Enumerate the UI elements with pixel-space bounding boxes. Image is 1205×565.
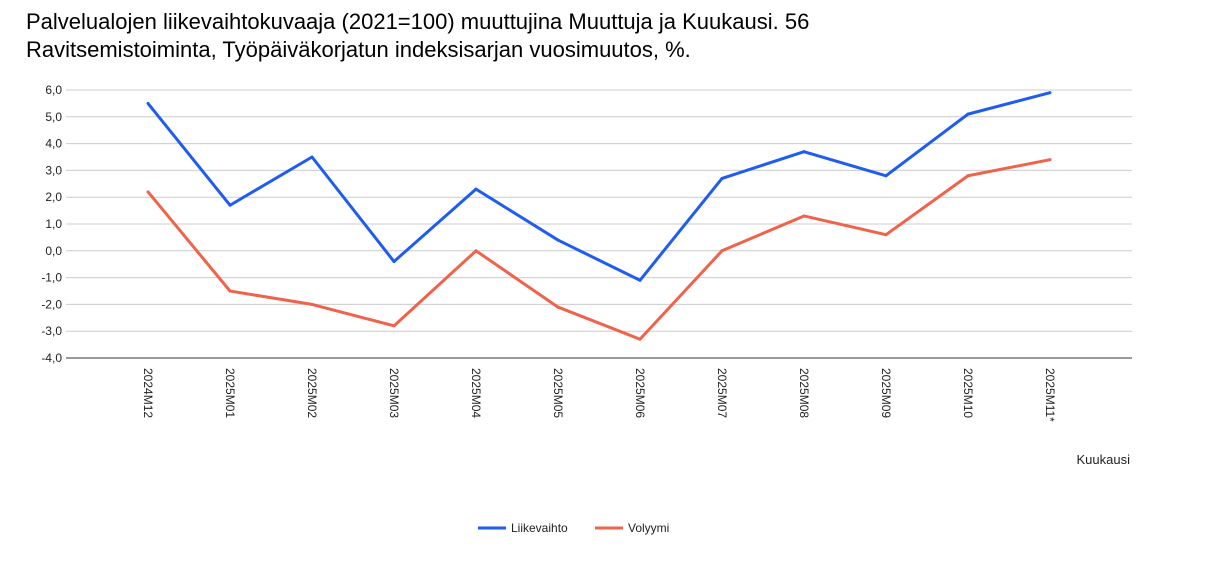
legend-label: Volyymi (628, 521, 669, 535)
data-point (310, 155, 314, 159)
x-tick-label: 2025M02 (305, 368, 319, 418)
data-point (884, 174, 888, 178)
data-point (802, 150, 806, 154)
data-point (638, 278, 642, 282)
data-point (146, 190, 150, 194)
gridlines (66, 89, 1132, 359)
y-axis-ticks: 6,0 5,0 4,0 3,0 2,0 1,0 0,0 -1,0 -2,0 -3,0 -4,0 (41, 83, 62, 365)
data-point (228, 203, 232, 207)
data-point (1048, 158, 1052, 162)
data-point (146, 101, 150, 105)
legend-item-liikevaihto: Liikevaihto (478, 521, 568, 535)
data-point (884, 233, 888, 237)
y-tick-label: 0,0 (45, 244, 62, 258)
data-point (474, 249, 478, 253)
x-tick-label: 2025M06 (633, 368, 647, 418)
legend: Liikevaihto Volyymi (478, 521, 669, 535)
data-point (966, 112, 970, 116)
data-point (228, 289, 232, 293)
x-axis-ticks: 2024M12 2025M01 2025M02 2025M03 2025M04 2025M… (141, 368, 1057, 422)
data-point (720, 249, 724, 253)
x-tick-label: 2025M08 (797, 368, 811, 418)
y-tick-label: 5,0 (45, 110, 62, 124)
y-tick-label: -3,0 (41, 324, 62, 338)
y-tick-label: 4,0 (45, 137, 62, 151)
x-tick-label: 2025M11* (1043, 368, 1057, 422)
x-tick-label: 2024M12 (141, 368, 155, 418)
x-tick-label: 2025M05 (551, 368, 565, 418)
series-line-volyymi (146, 158, 1051, 341)
series-line-liikevaihto (146, 91, 1051, 282)
data-point (474, 187, 478, 191)
chart-title: Palvelualojen liikevaihtokuvaaja (2021=1… (26, 8, 809, 64)
data-point (1048, 91, 1052, 95)
chart-title-line2: Ravitsemistoiminta, Työpäiväkorjatun ind… (26, 37, 691, 62)
data-point (556, 305, 560, 309)
x-tick-label: 2025M04 (469, 368, 483, 418)
chart-title-line1: Palvelualojen liikevaihtokuvaaja (2021=1… (26, 9, 810, 34)
data-point (392, 324, 396, 328)
data-point (638, 337, 642, 341)
x-tick-label: 2025M10 (961, 368, 975, 418)
legend-label: Liikevaihto (511, 521, 568, 535)
x-tick-label: 2025M03 (387, 368, 401, 418)
y-tick-label: 3,0 (45, 163, 62, 177)
data-point (310, 302, 314, 306)
y-tick-label: -4,0 (41, 351, 62, 365)
data-point (966, 174, 970, 178)
y-tick-label: 2,0 (45, 190, 62, 204)
legend-item-volyymi: Volyymi (595, 521, 669, 535)
series-lines (146, 91, 1052, 341)
x-tick-label: 2025M09 (879, 368, 893, 418)
y-tick-label: 1,0 (45, 217, 62, 231)
y-tick-label: -2,0 (41, 297, 62, 311)
x-tick-label: 2025M01 (223, 368, 237, 418)
y-tick-label: -1,0 (41, 271, 62, 285)
data-point (720, 176, 724, 180)
data-point (802, 214, 806, 218)
data-point (556, 238, 560, 242)
x-tick-label: 2025M07 (715, 368, 729, 418)
data-point (392, 260, 396, 264)
y-tick-label: 6,0 (45, 83, 62, 97)
x-axis-label: Kuukausi (1077, 452, 1131, 467)
